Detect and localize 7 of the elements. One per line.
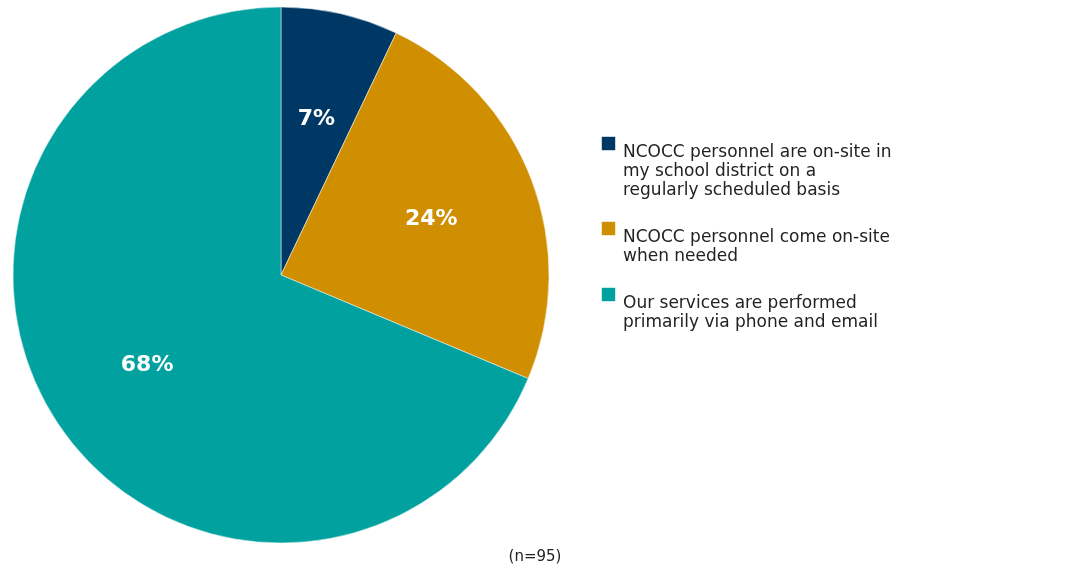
- data-label: 68%: [120, 351, 174, 377]
- text: (n=95): [508, 547, 562, 565]
- legend-label: NCOCC personnel come on-site when needed: [623, 225, 890, 265]
- legend-label: Our services are performed primarily via phone and email: [623, 291, 878, 331]
- legend-label: NCOCC personnel are on-site in my school district on a regularly scheduled basis: [623, 140, 892, 199]
- data-label: 24%: [404, 204, 458, 230]
- data-label: 7%: [297, 105, 336, 131]
